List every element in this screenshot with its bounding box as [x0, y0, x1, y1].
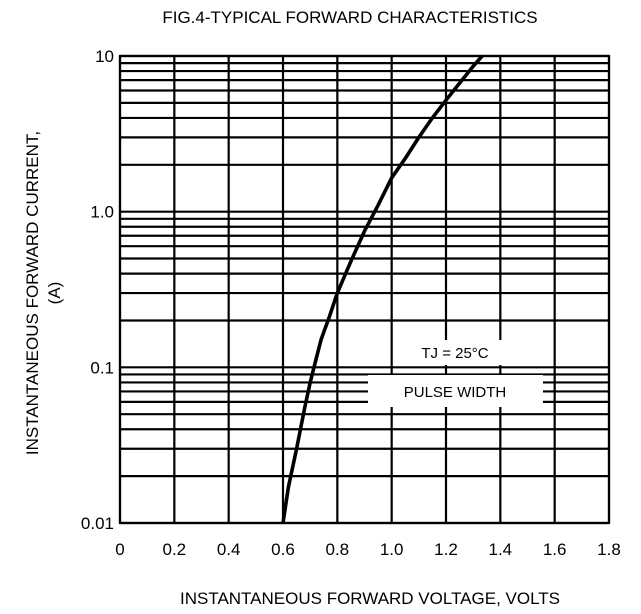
x-tick-label: 1.2 — [434, 540, 458, 559]
annotation-box-pulse — [368, 375, 543, 407]
forward-curve — [281, 56, 485, 523]
y-tick-label: 0.01 — [81, 514, 114, 533]
x-tick-label: 1.8 — [597, 540, 621, 559]
x-axis-title: INSTANTANEOUS FORWARD VOLTAGE, VOLTS — [180, 589, 560, 608]
y-tick-label: 10 — [95, 47, 114, 66]
annotation-pulse-width: PULSE WIDTH — [404, 384, 507, 401]
y-axis-title-line2: (A) — [45, 282, 64, 305]
annotation-temperature: TJ = 25°C — [421, 345, 488, 362]
x-tick-label: 1.0 — [380, 540, 404, 559]
chart-title: FIG.4-TYPICAL FORWARD CHARACTERISTICS — [162, 8, 537, 27]
y-axis-title-line1: INSTANTANEOUS FORWARD CURRENT, — [23, 131, 42, 455]
grid — [118, 54, 611, 525]
x-tick-label: 1.6 — [543, 540, 567, 559]
curve-layer — [281, 56, 485, 523]
annotation-layer: TJ = 25°C PULSE WIDTH — [368, 340, 543, 407]
y-tick-label: 1.0 — [90, 203, 114, 222]
y-tick-label: 0.1 — [90, 358, 114, 377]
plot-frame — [118, 54, 611, 525]
annotation-box-temperature — [398, 340, 512, 365]
x-tick-label: 0 — [115, 540, 124, 559]
tick-layer: 0 0.2 0.4 0.6 0.8 1.0 1.2 1.4 1.6 1.8 0.01 0.1 1.0 10 — [81, 47, 621, 559]
x-tick-label: 0.6 — [271, 540, 295, 559]
x-tick-label: 0.2 — [163, 540, 187, 559]
x-tick-label: 0.4 — [217, 540, 241, 559]
x-tick-label: 1.4 — [489, 540, 513, 559]
x-tick-label: 0.8 — [326, 540, 350, 559]
